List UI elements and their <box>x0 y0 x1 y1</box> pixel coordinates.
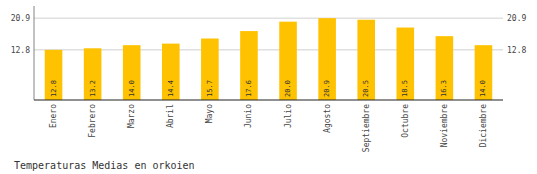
bars <box>45 18 493 100</box>
x-tick-label: Mayo <box>205 104 214 123</box>
x-tick-label: Junio <box>244 104 253 128</box>
x-tick-label: Marzo <box>127 104 136 128</box>
x-tick-label: Abril <box>166 104 175 128</box>
x-tick-label: Septiembre <box>362 104 371 152</box>
y2-tick-label: 20.9 <box>507 14 526 23</box>
data-label: 15.7 <box>206 80 214 97</box>
y-axis-line <box>34 6 35 100</box>
y-tick-label: 12.8 <box>11 46 30 55</box>
y-tick-label: 20.9 <box>11 14 30 23</box>
title: Temperaturas Medias en orkoien <box>14 160 195 171</box>
bar <box>123 45 141 100</box>
data-label: 16.3 <box>440 80 448 97</box>
grid-line <box>34 18 503 19</box>
data-label: 14.0 <box>128 80 136 97</box>
data-label: 14.4 <box>167 80 175 97</box>
bar <box>162 44 180 100</box>
x-tick-label: Octubre <box>401 104 410 138</box>
data-label: 20.5 <box>362 80 370 97</box>
grid-line <box>34 49 503 50</box>
x-tick-label: Agosto <box>323 104 332 133</box>
x-tick-label: Diciembre <box>479 104 488 148</box>
x-tick-label: Febrero <box>88 104 97 138</box>
bar <box>240 31 258 100</box>
bar <box>318 18 336 100</box>
bar <box>396 28 414 100</box>
bar <box>201 39 219 100</box>
data-label: 18.5 <box>401 80 409 97</box>
y2-tick-label: 12.8 <box>507 46 526 55</box>
x-axis-line <box>34 99 503 100</box>
bar <box>279 22 297 100</box>
data-label: 20.9 <box>323 80 331 97</box>
data-label: 20.0 <box>284 80 292 97</box>
bar <box>45 50 63 100</box>
data-label: 17.6 <box>245 80 253 97</box>
chart: 12.8 12.8 20.9 20.9 12.8 13.2 14.0 14.4 15.7 17.6… <box>0 0 537 174</box>
x-tick-label: Enero <box>49 104 58 128</box>
bar <box>84 48 102 100</box>
bar <box>475 45 493 100</box>
x-tick-label: Julio <box>284 104 293 128</box>
data-label: 12.8 <box>50 80 58 97</box>
data-label: 14.0 <box>479 80 487 97</box>
bar <box>436 36 454 100</box>
x-tick-label: Noviembre <box>440 104 449 148</box>
data-label: 13.2 <box>89 80 97 97</box>
bar <box>357 20 375 100</box>
